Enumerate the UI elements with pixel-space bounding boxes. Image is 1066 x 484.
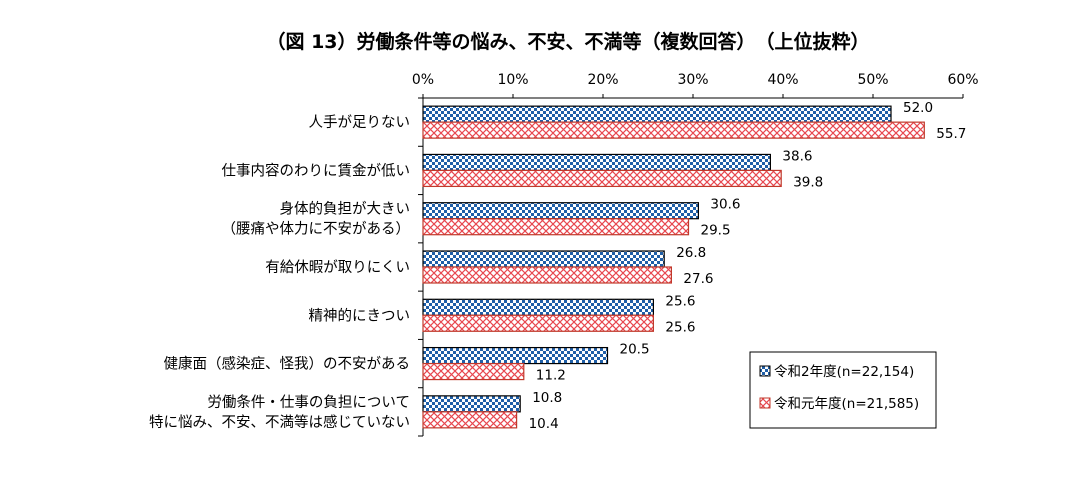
- x-tick-label: 60%: [947, 72, 978, 88]
- category-label: 特に悩み、不安、不満等は感じていない: [149, 413, 410, 431]
- bar-r2-2: [422, 202, 699, 220]
- value-label: 38.6: [782, 148, 812, 164]
- bar-r1-0: [422, 121, 925, 139]
- bar-r1-3: [422, 266, 672, 284]
- category-label: （腰痛や体力に不安がある）: [222, 221, 411, 238]
- x-tick-label: 0%: [412, 72, 434, 88]
- category-label: 健康面（感染症、怪我）の不安がある: [164, 356, 411, 373]
- x-tick-label: 10%: [497, 72, 528, 88]
- bar-r1-1: [422, 169, 782, 188]
- category-label: 労働条件・仕事の負担について: [207, 394, 410, 411]
- bar-r1-4: [422, 314, 654, 332]
- value-label: 10.8: [532, 390, 562, 406]
- category-label: 仕事内容のわりに賃金が低い: [222, 162, 411, 179]
- legend-box: [749, 351, 937, 429]
- legend-swatch: [759, 365, 771, 377]
- value-label: 27.6: [683, 271, 713, 287]
- category-label: 身体的負担が大きい: [280, 201, 411, 218]
- bar-r2-1: [422, 153, 771, 172]
- x-tick-label: 30%: [677, 72, 708, 88]
- bar-r2-5: [422, 346, 609, 365]
- value-label: 11.2: [536, 368, 566, 384]
- value-label: 25.6: [665, 293, 695, 309]
- legend-label: 令和元年度(n=21,585): [774, 396, 919, 412]
- x-tick-label: 40%: [767, 72, 798, 88]
- category-label: 人手が足りない: [309, 114, 411, 131]
- chart-title: （図 13）労働条件等の悩み、不安、不満等（複数回答） （上位抜粋）: [266, 30, 869, 53]
- bar-r2-0: [422, 105, 892, 123]
- legend-swatch: [759, 397, 771, 409]
- bar-r1-6: [422, 411, 518, 429]
- legend-label: 令和2年度(n=22,154): [774, 364, 914, 380]
- category-label: 精神的にきつい: [309, 307, 411, 324]
- value-label: 39.8: [793, 174, 823, 190]
- bar-r2-4: [422, 298, 654, 316]
- bar-r2-6: [422, 395, 521, 413]
- value-label: 26.8: [676, 245, 706, 261]
- value-label: 55.7: [936, 126, 966, 142]
- value-label: 52.0: [903, 100, 933, 116]
- value-label: 29.5: [701, 223, 731, 239]
- bar-r2-3: [422, 250, 665, 268]
- value-label: 10.4: [529, 416, 559, 432]
- bar-r1-2: [422, 218, 690, 236]
- value-label: 20.5: [620, 342, 650, 358]
- x-tick-label: 20%: [587, 72, 618, 88]
- category-label: 有給休暇が取りにくい: [265, 259, 410, 276]
- x-tick-label: 50%: [857, 72, 888, 88]
- bar-r1-5: [422, 362, 525, 381]
- value-label: 30.6: [710, 197, 740, 213]
- value-label: 25.6: [665, 319, 695, 335]
